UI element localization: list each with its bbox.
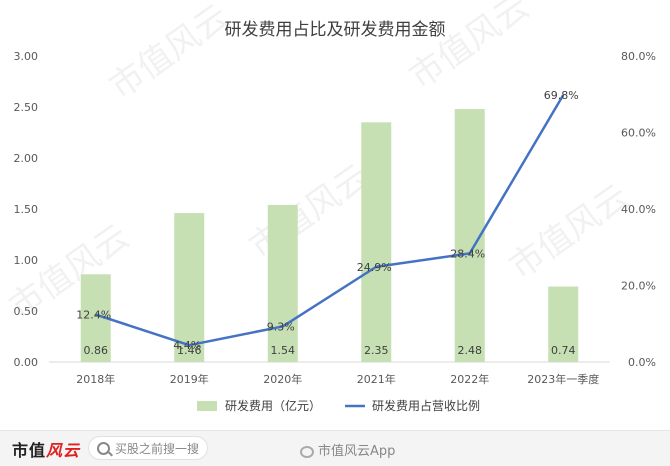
left-axis-tick-label: 0.50 bbox=[14, 305, 39, 318]
bar-value-label: 2.48 bbox=[458, 344, 483, 357]
bar-value-label: 0.74 bbox=[551, 344, 576, 357]
x-axis-tick-label: 2018年 bbox=[76, 372, 115, 386]
watermark-text: 市值风云 bbox=[402, 0, 536, 97]
left-axis-tick-label: 3.00 bbox=[14, 50, 39, 63]
search-placeholder: 买股之前搜一搜 bbox=[115, 442, 200, 456]
legend: 研发费用（亿元） 研发费用占营收比例 bbox=[197, 398, 480, 413]
x-axis-tick-label: 2020年 bbox=[263, 372, 302, 386]
line-value-label: 24.9% bbox=[357, 261, 392, 274]
x-axis-categories: 2018年 2019年 2020年 2021年 2022年 2023年一季度 bbox=[76, 372, 599, 386]
watermark-text: 市值风云 bbox=[502, 177, 636, 288]
bar bbox=[267, 204, 298, 362]
x-axis-tick-label: 2021年 bbox=[357, 372, 396, 386]
line-value-label: 9.3% bbox=[267, 320, 295, 333]
bar bbox=[174, 213, 205, 362]
legend-bar-swatch bbox=[197, 401, 217, 411]
right-axis: 0.0% 20.0% 40.0% 60.0% 80.0% bbox=[621, 50, 656, 369]
weibo-credit: 市值风云App bbox=[300, 440, 395, 459]
legend-bar-label: 研发费用（亿元） bbox=[225, 398, 321, 413]
left-axis-tick-label: 1.50 bbox=[14, 203, 39, 216]
line-value-label: 12.4% bbox=[76, 309, 111, 322]
line-series bbox=[95, 94, 565, 347]
right-axis-tick-label: 40.0% bbox=[621, 203, 656, 216]
line-value-label: 69.8% bbox=[544, 89, 579, 102]
chart: 市值风云 市值风云 市值风云 市值风云 市值风云 研发费用占比及研发费用金额 0… bbox=[2, 0, 656, 413]
line-value-label: 28.4% bbox=[450, 247, 485, 260]
line-value-label: 4.4% bbox=[173, 339, 201, 352]
footer-bar: 市值风云 买股之前搜一搜 市值风云App bbox=[0, 430, 670, 466]
bar-value-label: 2.35 bbox=[364, 344, 389, 357]
bar-series bbox=[80, 109, 579, 362]
bar-value-label: 1.46 bbox=[177, 344, 202, 357]
left-axis: 0.00 0.50 1.00 1.50 2.00 2.50 3.00 bbox=[14, 50, 39, 369]
x-axis-tick-label: 2019年 bbox=[170, 372, 209, 386]
search-box[interactable]: 买股之前搜一搜 bbox=[88, 436, 208, 460]
line-data-labels: 12.4% 4.4% 9.3% 24.9% 28.4% 69.8% bbox=[76, 89, 578, 352]
right-axis-tick-label: 60.0% bbox=[621, 127, 656, 140]
bar-data-labels: 0.86 1.46 1.54 2.35 2.48 0.74 bbox=[84, 344, 576, 357]
brand-logo: 市值风云 bbox=[12, 441, 81, 460]
bar-value-label: 0.86 bbox=[84, 344, 109, 357]
watermark-text: 市值风云 bbox=[242, 157, 376, 268]
right-axis-tick-label: 20.0% bbox=[621, 280, 656, 293]
weibo-icon bbox=[300, 445, 314, 458]
legend-line-label: 研发费用占营收比例 bbox=[372, 398, 480, 413]
search-icon bbox=[97, 442, 110, 455]
x-axis-tick-label: 2022年 bbox=[450, 372, 489, 386]
left-axis-tick-label: 2.00 bbox=[14, 152, 39, 165]
right-axis-tick-label: 0.0% bbox=[628, 356, 656, 369]
bar bbox=[361, 122, 392, 362]
bar bbox=[548, 286, 579, 362]
left-axis-tick-label: 2.50 bbox=[14, 101, 39, 114]
bar-value-label: 1.54 bbox=[271, 344, 296, 357]
watermark-text: 市值风云 bbox=[102, 0, 236, 107]
chart-title: 研发费用占比及研发费用金额 bbox=[225, 20, 446, 40]
x-axis-tick-label: 2023年一季度 bbox=[527, 372, 599, 386]
right-axis-tick-label: 80.0% bbox=[621, 50, 656, 63]
left-axis-tick-label: 1.00 bbox=[14, 254, 39, 267]
left-axis-tick-label: 0.00 bbox=[14, 356, 39, 369]
